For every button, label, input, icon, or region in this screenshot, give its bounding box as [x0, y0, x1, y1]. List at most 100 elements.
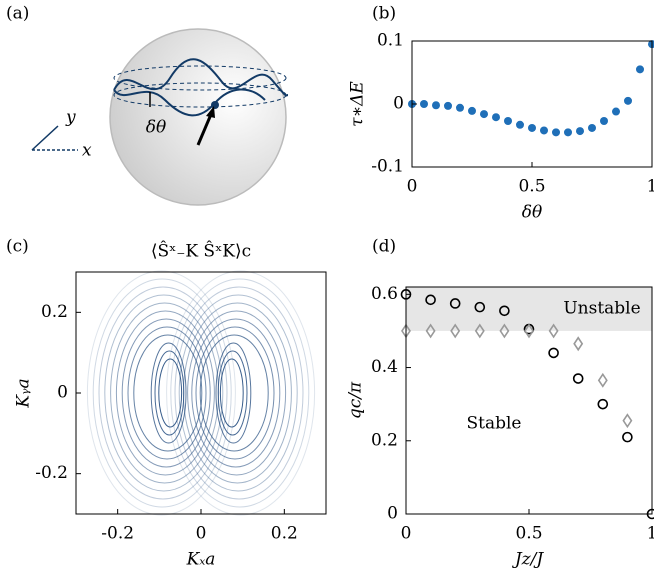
point: [648, 40, 654, 49]
point: [636, 65, 644, 74]
chart-title: ⟨Ŝˣ₋K ŜˣK⟩c: [151, 241, 251, 262]
y-axis-label: y: [65, 108, 76, 128]
x-tick-label: -0.2: [101, 524, 134, 544]
panel: (d) Unstable Stable 0 0.5 1 0 0.2 0.4 0.6 Jz/J qc/π: [346, 237, 654, 570]
x-tick-label: 1: [647, 524, 654, 544]
contour-line: [110, 302, 220, 484]
contour-line: [121, 318, 211, 468]
contour-line: [104, 294, 224, 492]
x-tick-label: 0: [407, 177, 418, 197]
x-tick-label: 0: [401, 524, 412, 544]
contour-line: [86, 270, 236, 516]
point: [468, 106, 476, 115]
point: [622, 431, 633, 443]
contour-line: [219, 358, 244, 428]
x-axis-label: x: [82, 141, 92, 161]
point: [474, 301, 486, 313]
y-tick-label: 0.2: [41, 302, 68, 322]
point: [499, 305, 510, 317]
point: [597, 372, 608, 388]
point: [622, 413, 633, 429]
x-axis-label: Kₓa: [186, 550, 216, 570]
point: [420, 100, 428, 108]
orbit: [113, 65, 287, 91]
point: [572, 373, 584, 384]
panel-label: (b): [372, 4, 396, 24]
spin-point: [211, 101, 219, 109]
x-tick-label: 0.5: [515, 524, 542, 544]
point: [524, 323, 534, 339]
contour-line: [199, 334, 269, 452]
x-tick-label: 0.2: [271, 524, 298, 544]
annotation: Stable: [467, 414, 522, 434]
point: [588, 123, 596, 132]
point: [425, 323, 436, 339]
region-label: Unstable: [563, 298, 640, 318]
contour-line: [166, 270, 316, 516]
x-axis-label: Jz/J: [512, 550, 544, 570]
point: [492, 113, 500, 122]
y-tick-label: 0: [387, 504, 398, 524]
point: [624, 96, 632, 105]
contour-line: [115, 310, 215, 476]
contour-line: [154, 350, 185, 436]
contour-line: [215, 342, 252, 444]
x-axis-label: δθ: [522, 203, 542, 223]
contour-line: [127, 326, 207, 460]
x-tick-label: 0.5: [518, 177, 545, 197]
panel-label: (c): [6, 237, 29, 257]
y-tick-label: 0: [393, 94, 404, 114]
contour-line: [158, 358, 183, 428]
point: [474, 323, 485, 339]
y-tick-label: 0.6: [371, 284, 398, 304]
arrow-head: [206, 106, 215, 118]
angle-label: δθ: [146, 118, 166, 138]
point: [504, 117, 512, 126]
contour-line: [150, 342, 187, 444]
point: [432, 101, 440, 110]
contour-line: [178, 294, 298, 492]
panel-label: (a): [6, 4, 29, 24]
point: [450, 323, 461, 339]
contour-line: [133, 334, 203, 452]
panel-label: (d): [372, 237, 396, 257]
contour-line: [174, 286, 304, 500]
spin-wave: [113, 58, 289, 117]
point: [548, 323, 559, 339]
y-axis-label: qc/π: [346, 381, 366, 419]
x-tick-label: 0: [196, 524, 207, 544]
contour-line: [191, 318, 281, 468]
arrow: [196, 111, 214, 146]
contour-line: [92, 278, 232, 508]
contour-line: [182, 302, 292, 484]
y-tick-label: 0: [57, 383, 68, 403]
point: [449, 298, 461, 309]
point: [600, 117, 608, 126]
y-tick-label: 0.2: [371, 430, 398, 450]
point: [516, 120, 524, 129]
contour-line: [195, 326, 275, 460]
y-tick-label: -0.1: [371, 157, 404, 177]
point: [573, 336, 584, 352]
point: [612, 107, 620, 116]
sphere: [109, 28, 287, 206]
y-tick-label: 0.1: [377, 31, 404, 51]
point: [564, 128, 572, 137]
point: [499, 323, 510, 339]
point: [548, 347, 559, 359]
point: [425, 294, 436, 306]
point: [552, 128, 560, 137]
panel-a: (a) δθ y x: [6, 4, 289, 206]
y-tick-label: 0.4: [371, 357, 398, 377]
point: [576, 127, 584, 136]
panel: (c) ⟨Ŝˣ₋K ŜˣK⟩c -0.2 0 0.2 -0.2 0 0.2 Kₓa Kᵧa: [6, 237, 327, 570]
point: [528, 123, 536, 132]
point: [480, 110, 488, 119]
contour-line: [170, 278, 310, 508]
y-axis-label: Kᵧa: [14, 378, 34, 408]
y-axis-arrow: [31, 125, 59, 151]
point: [540, 126, 548, 135]
contour-line: [187, 310, 287, 476]
point: [597, 398, 609, 410]
